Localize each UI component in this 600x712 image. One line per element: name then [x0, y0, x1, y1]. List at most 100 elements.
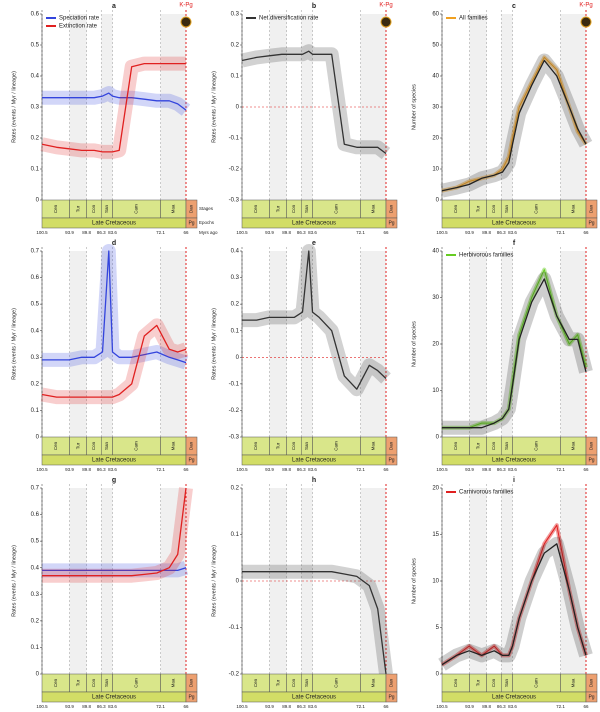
asteroid-icon: [180, 16, 192, 28]
time-row-label: Myrs ago: [199, 230, 218, 235]
stage-label: Cen: [453, 204, 458, 213]
stage-label: Con: [91, 204, 96, 213]
stage-label: Cen: [53, 204, 58, 213]
stage-shade: [501, 488, 513, 674]
y-tick-label: 0.7: [31, 486, 40, 492]
stage-shade: [301, 251, 313, 437]
stage-shade: [560, 14, 586, 200]
stage-label: Tur: [475, 205, 480, 212]
series-line: [42, 487, 187, 577]
y-tick-label: 30: [432, 105, 439, 111]
y-tick-label: 0: [436, 672, 440, 678]
legend-label: All families: [459, 16, 488, 22]
stage-label: San: [304, 205, 309, 214]
y-tick-label: 0.1: [31, 167, 40, 173]
y-tick-label: 0: [236, 355, 240, 361]
panel-letter: i: [513, 477, 515, 484]
stage-shade: [469, 14, 487, 200]
epoch-cell: [385, 217, 398, 229]
epoch-cell: [585, 691, 598, 703]
y-axis-label: Rates (events / Myr / lineage): [211, 308, 217, 380]
stage-label: Tur: [75, 205, 80, 212]
stage-label: Cam: [134, 204, 139, 214]
y-tick-label: 40: [432, 249, 439, 255]
stage-label: Cam: [534, 441, 539, 451]
y-tick-label: -0.3: [229, 198, 240, 204]
series-line: [442, 269, 587, 429]
epoch-label: Pg: [188, 457, 194, 463]
y-tick-label: 0.2: [31, 618, 40, 624]
stage-label: Dan: [589, 678, 594, 687]
y-tick-label: 0.4: [31, 328, 40, 334]
x-tick-label: 86.3: [97, 230, 106, 235]
stage-label: Con: [291, 441, 296, 450]
x-tick-label: 83.6: [108, 230, 117, 235]
y-tick-label: 0.6: [31, 12, 40, 18]
epoch-cell: [585, 454, 598, 466]
event-label: K-Pg: [179, 3, 192, 9]
stage-label: Cen: [253, 441, 258, 450]
x-tick-label: 89.8: [282, 467, 291, 472]
stage-label: San: [104, 205, 109, 214]
x-tick-label: 86.3: [497, 230, 506, 235]
stage-label: Tur: [275, 679, 280, 686]
x-tick-label: 89.8: [82, 704, 91, 709]
legend-label: Carnivorous families: [459, 490, 513, 496]
stage-label: San: [504, 205, 509, 214]
y-tick-label: -0.1: [229, 381, 240, 387]
stage-label: Con: [91, 678, 96, 687]
stage-shade: [560, 251, 586, 437]
y-tick-label: -0.1: [229, 625, 240, 631]
x-tick-label: 66: [183, 704, 189, 709]
stage-label: Dan: [189, 204, 194, 213]
epoch-label: Pg: [388, 457, 394, 463]
stage-label: Cam: [334, 678, 339, 688]
x-tick-label: 66: [383, 704, 389, 709]
stage-label: Tur: [275, 205, 280, 212]
stage-label: San: [104, 442, 109, 451]
asteroid-icon: [380, 16, 392, 28]
stage-label: Maa: [570, 204, 575, 213]
stage-label: Dan: [389, 204, 394, 213]
series-line: [42, 250, 187, 364]
stage-label: Cen: [453, 678, 458, 687]
y-tick-label: -0.2: [229, 167, 240, 173]
event-label: K-Pg: [579, 3, 592, 9]
stage-label: Cam: [334, 441, 339, 451]
stage-shade: [69, 251, 87, 437]
y-tick-label: 40: [432, 74, 439, 80]
epoch-label: Late Cretaceous: [92, 458, 136, 464]
y-tick-label: 0.3: [231, 275, 240, 281]
stage-shade: [469, 251, 487, 437]
stage-label: Cen: [253, 678, 258, 687]
stage-shade: [501, 14, 513, 200]
y-tick-label: 0.1: [231, 74, 240, 80]
x-tick-label: 72.1: [356, 230, 365, 235]
stage-label: Dan: [589, 441, 594, 450]
x-tick-label: 86.3: [97, 704, 106, 709]
panel-letter: d: [112, 240, 116, 247]
stage-label: Con: [491, 441, 496, 450]
x-tick-label: 93.9: [65, 467, 74, 472]
stage-label: Tur: [475, 679, 480, 686]
stage-label: Maa: [170, 441, 175, 450]
epoch-cell: [385, 454, 398, 466]
epoch-cell: [585, 217, 598, 229]
y-tick-label: 0.4: [231, 249, 240, 255]
panel-letter: b: [312, 3, 316, 10]
series-line: [242, 571, 387, 675]
y-tick-label: -0.3: [229, 435, 240, 441]
y-axis-label: Rates (events / Myr / lineage): [211, 545, 217, 617]
y-tick-label: 0.3: [231, 12, 240, 18]
x-tick-label: 93.9: [465, 704, 474, 709]
y-tick-label: -0.1: [229, 136, 240, 142]
x-tick-label: 66: [583, 230, 589, 235]
y-tick-label: -0.2: [229, 408, 240, 414]
series-line: [242, 250, 387, 390]
y-tick-label: 0.6: [31, 275, 40, 281]
y-tick-label: 0: [36, 198, 40, 204]
stage-label: Tur: [475, 442, 480, 449]
epoch-cell: [185, 454, 198, 466]
y-tick-label: 0.1: [31, 408, 40, 414]
y-tick-label: 20: [432, 486, 439, 492]
